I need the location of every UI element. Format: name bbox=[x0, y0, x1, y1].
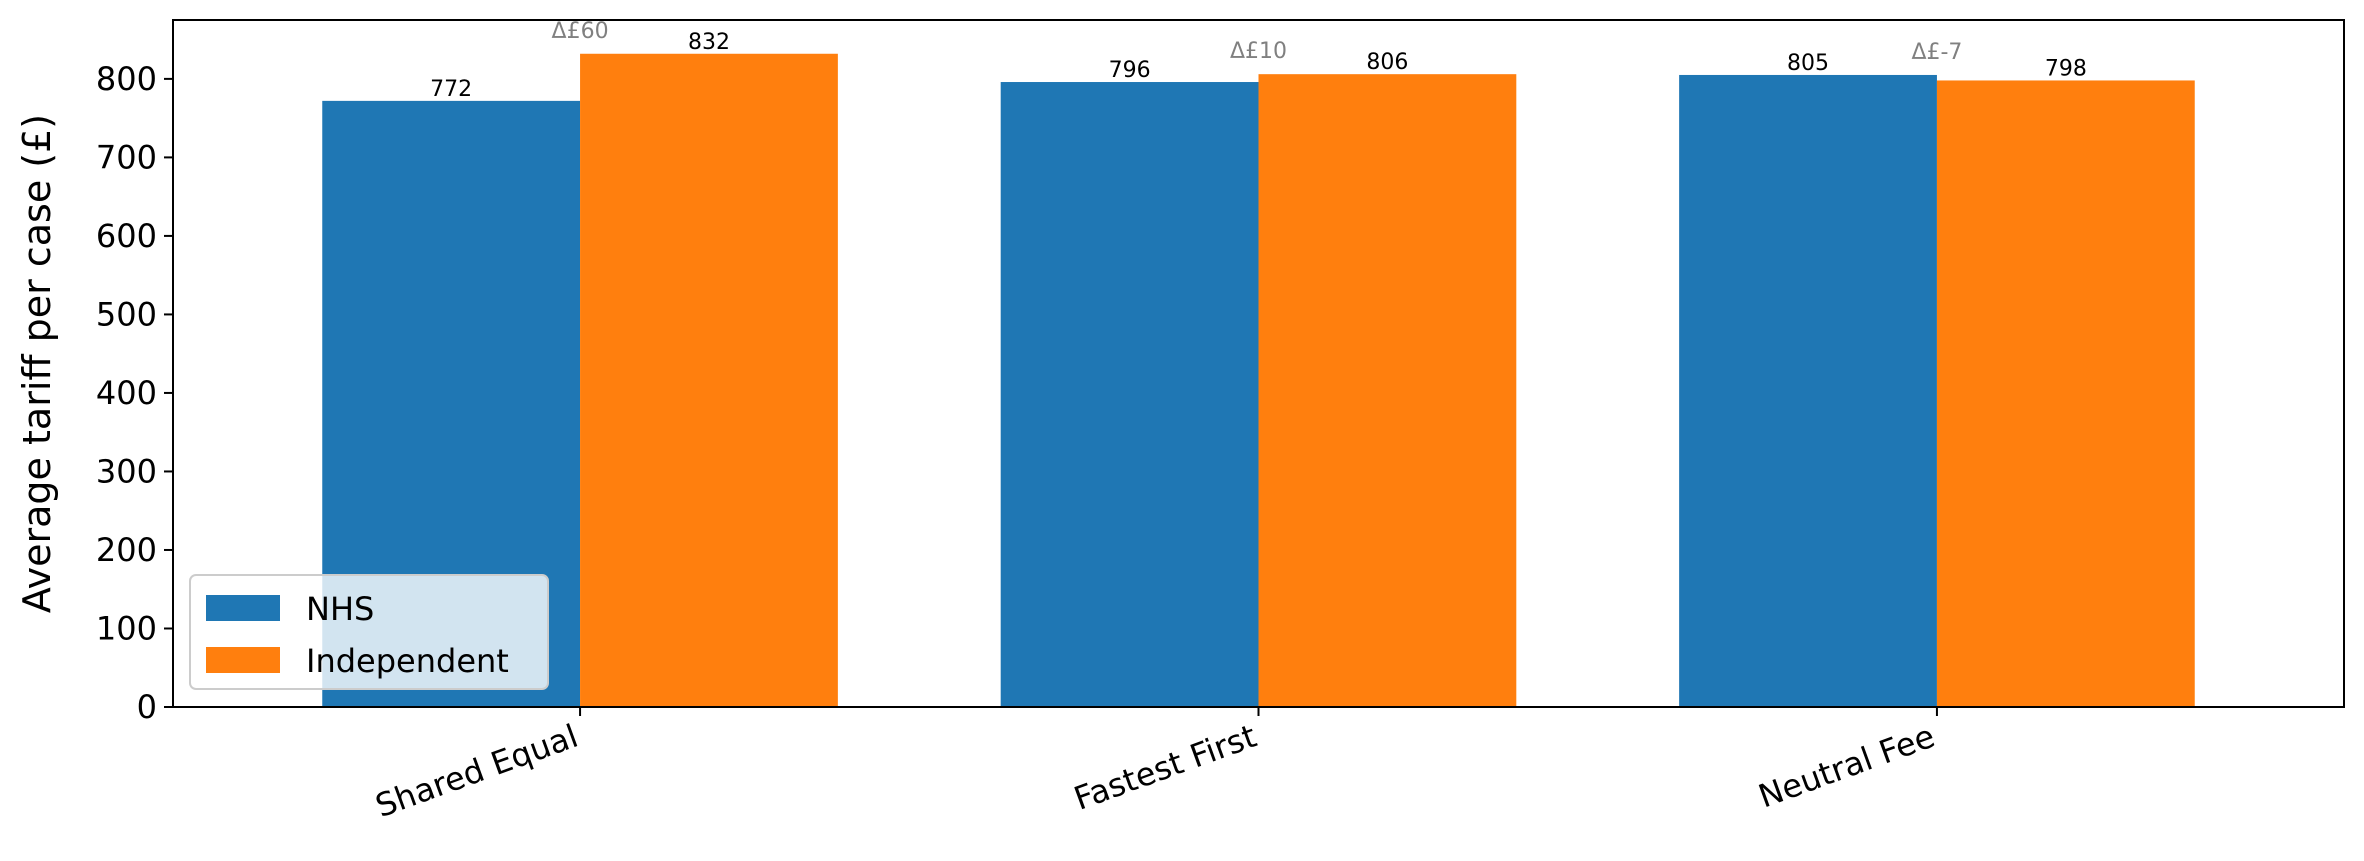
x-axis: Shared Equal Fastest First Neutral Fee bbox=[370, 707, 1940, 825]
delta-annotation: Δ£10 bbox=[1230, 39, 1287, 64]
bar-value-label: 806 bbox=[1366, 50, 1408, 75]
bar-nhs-2 bbox=[1679, 74, 1937, 707]
bar-independent-1 bbox=[1258, 74, 1517, 707]
y-tick-label: 400 bbox=[96, 374, 157, 412]
x-tick-label: Fastest First bbox=[1069, 717, 1261, 818]
legend: NHS Independent bbox=[189, 574, 549, 690]
legend-swatch-independent bbox=[206, 647, 280, 673]
y-tick-label: 200 bbox=[96, 531, 157, 569]
x-tick-label: Neutral Fee bbox=[1753, 717, 1939, 816]
delta-annotation: Δ£60 bbox=[552, 19, 609, 44]
y-axis: 0 100 200 300 400 500 600 700 800 bbox=[96, 60, 173, 726]
legend-swatch-nhs bbox=[206, 595, 280, 621]
y-tick-label: 300 bbox=[96, 452, 157, 490]
y-axis-label: Average tariff per case (£) bbox=[15, 114, 59, 613]
legend-label-nhs: NHS bbox=[306, 590, 374, 628]
y-tick-label: 600 bbox=[96, 217, 157, 255]
bar-independent-0 bbox=[580, 53, 838, 707]
bar-value-label: 832 bbox=[688, 30, 730, 55]
bars-layer bbox=[322, 53, 2195, 708]
bar-independent-2 bbox=[1936, 80, 2195, 708]
delta-labels-layer: Δ£60 Δ£10 Δ£-7 bbox=[552, 19, 1963, 65]
y-tick-label: 700 bbox=[96, 138, 157, 176]
bar-value-label: 772 bbox=[430, 77, 472, 102]
bar-value-label: 798 bbox=[2045, 56, 2087, 81]
x-tick-label: Shared Equal bbox=[370, 717, 582, 825]
y-tick-label: 0 bbox=[137, 688, 157, 726]
bar-value-label: 796 bbox=[1109, 58, 1151, 83]
bar-value-label: 805 bbox=[1787, 51, 1829, 76]
bar-labels-layer: 772 796 805 832 806 798 bbox=[430, 30, 2087, 102]
y-tick-label: 500 bbox=[96, 295, 157, 333]
legend-label-independent: Independent bbox=[306, 642, 509, 680]
bar-nhs-1 bbox=[1000, 82, 1259, 707]
y-tick-label: 800 bbox=[96, 60, 157, 98]
y-tick-label: 100 bbox=[96, 609, 157, 647]
delta-annotation: Δ£-7 bbox=[1911, 40, 1962, 65]
